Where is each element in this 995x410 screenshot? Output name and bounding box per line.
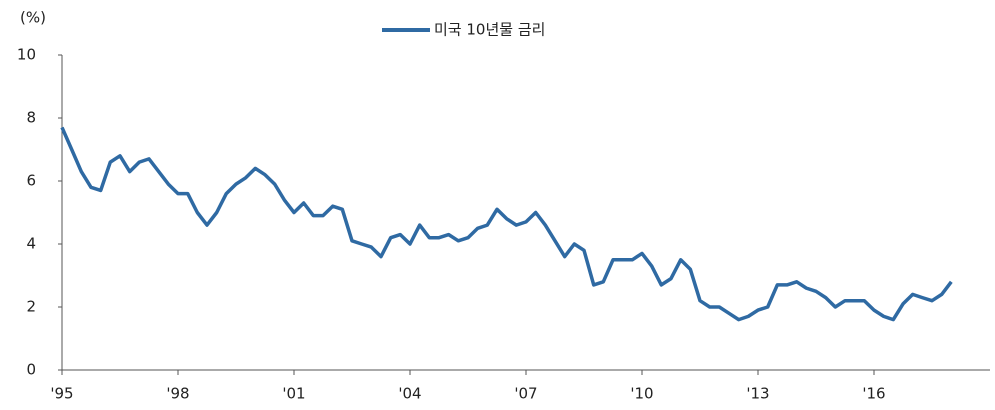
x-tick-label: '07	[514, 385, 537, 403]
y-tick-label: 8	[26, 109, 36, 127]
x-tick-label: '01	[282, 385, 305, 403]
x-tick-label: '10	[630, 385, 653, 403]
x-tick-label: '04	[398, 385, 421, 403]
y-tick-label: 4	[26, 235, 36, 253]
series-line	[60, 126, 953, 322]
x-tick-label: '13	[746, 385, 769, 403]
x-tick-label: '95	[50, 385, 73, 403]
legend-label: 미국 10년물 금리	[434, 21, 545, 39]
y-tick-label: 2	[26, 298, 36, 316]
y-tick-label: 0	[26, 361, 36, 379]
y-tick-label: 10	[17, 46, 36, 64]
y-tick-label: 6	[26, 172, 36, 190]
x-tick-label: '16	[862, 385, 885, 403]
x-tick-label: '98	[166, 385, 189, 403]
y-unit: (%)	[20, 9, 46, 27]
